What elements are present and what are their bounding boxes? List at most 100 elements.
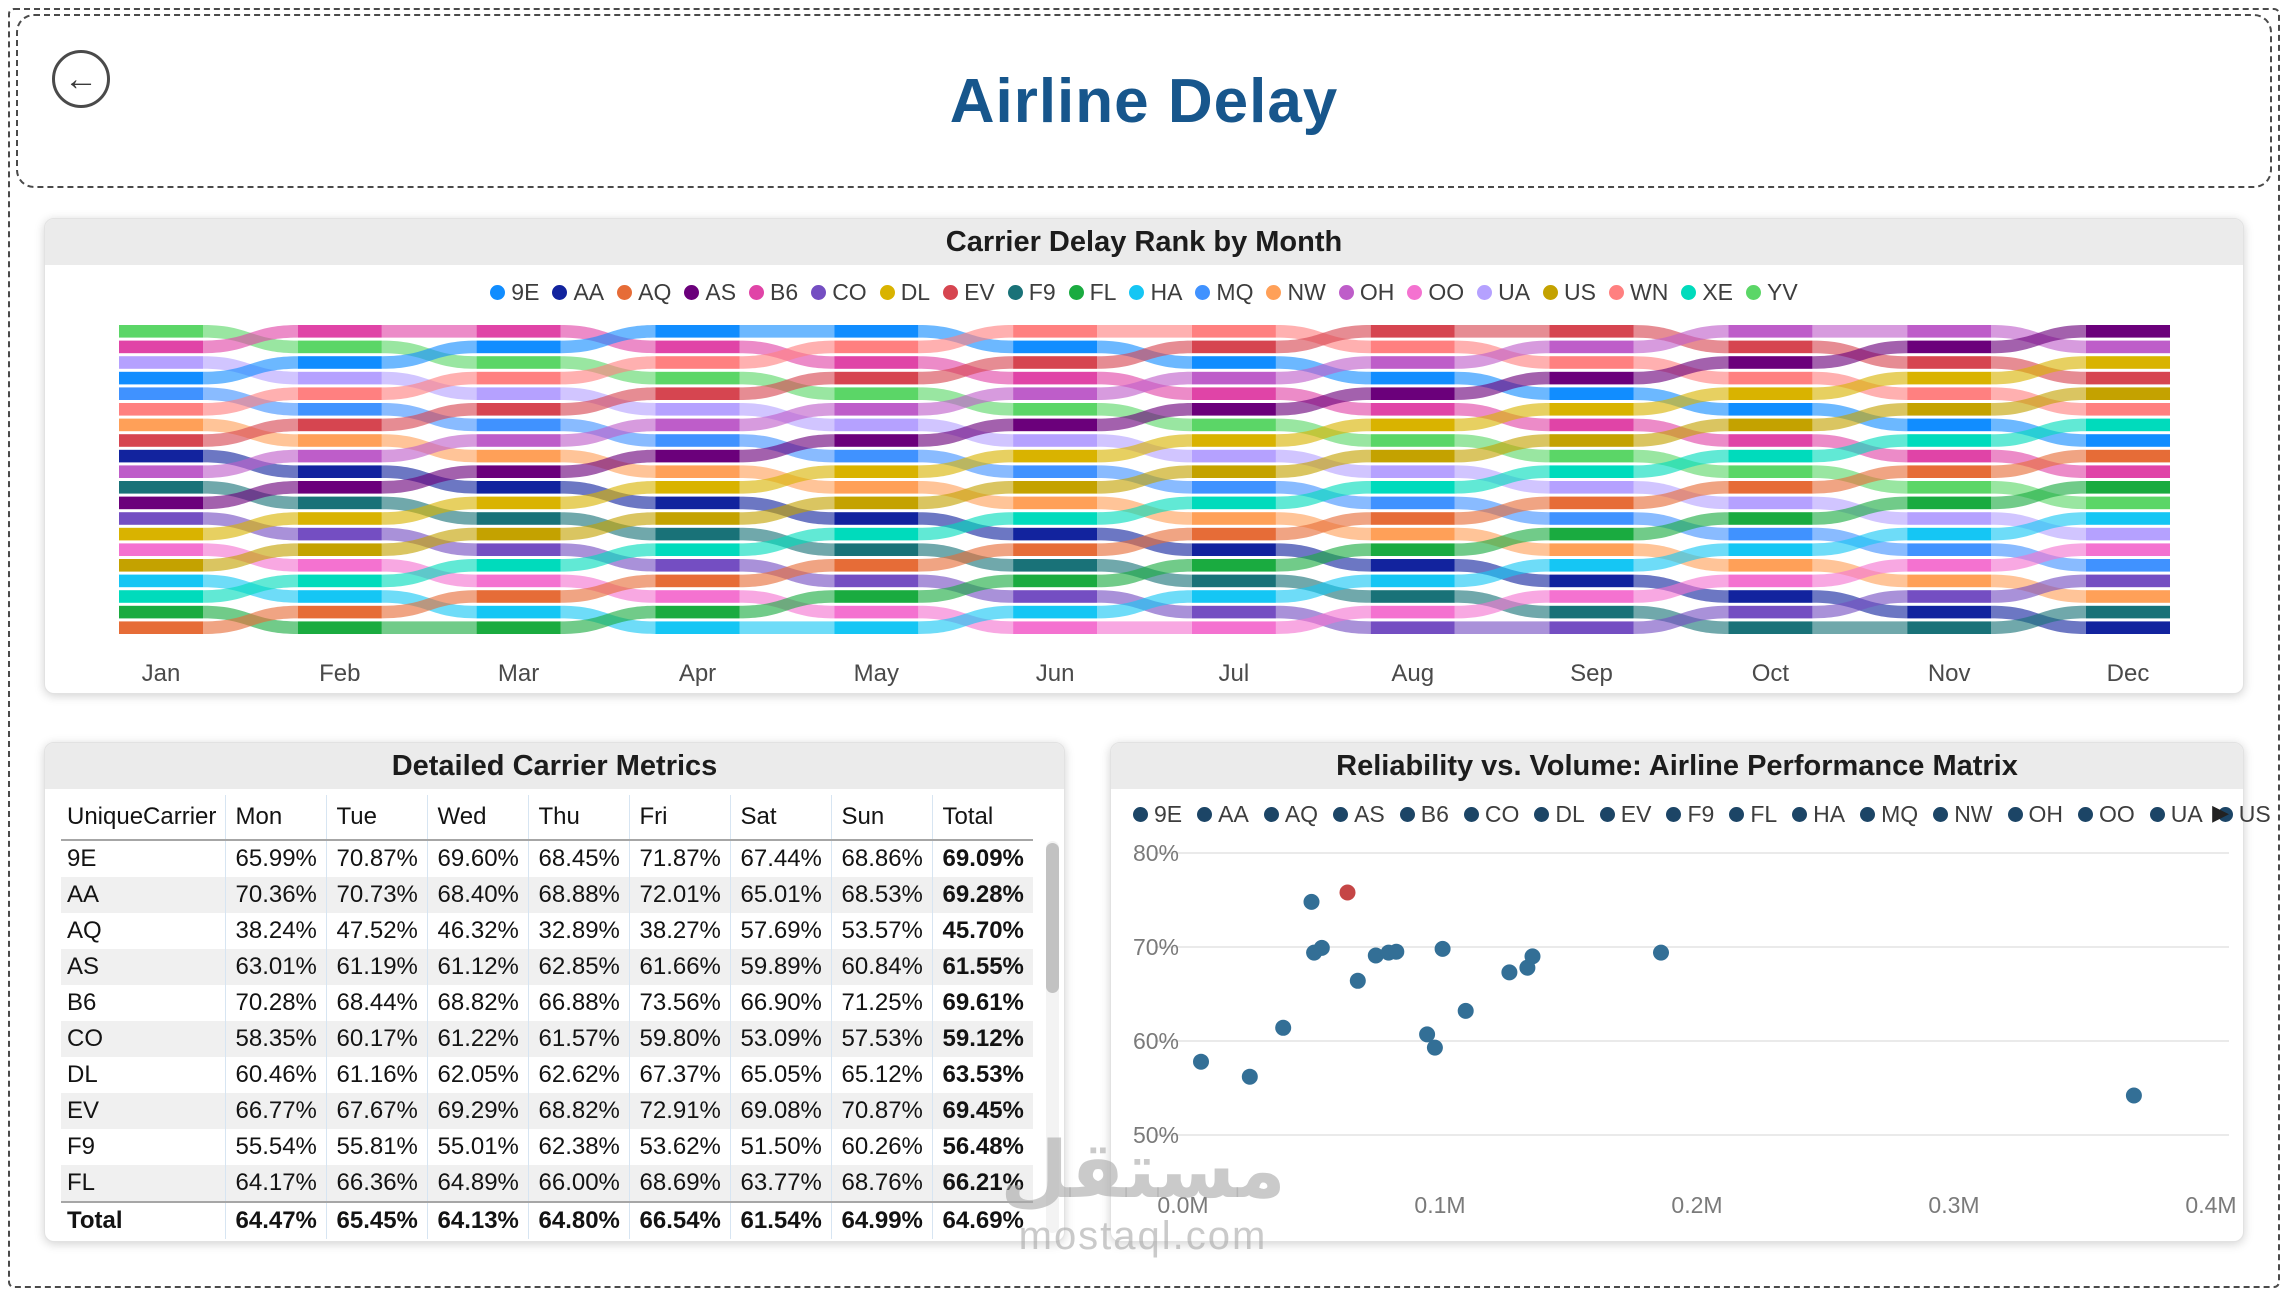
ribbon-node-OH[interactable] bbox=[655, 418, 740, 432]
ribbon-node-XE[interactable] bbox=[1728, 449, 1813, 463]
ribbon-node-XE[interactable] bbox=[119, 590, 203, 603]
ribbon-band-EV[interactable] bbox=[1275, 325, 1371, 354]
ribbon-node-EV[interactable] bbox=[119, 434, 203, 447]
ribbon-node-B6[interactable] bbox=[1728, 434, 1813, 447]
legend-item-UA[interactable]: UA bbox=[1477, 279, 1530, 306]
ribbon-node-FL[interactable] bbox=[1370, 543, 1455, 556]
ribbon-node-F9[interactable] bbox=[1549, 605, 1634, 619]
legend-item-9E[interactable]: 9E bbox=[490, 279, 539, 306]
ribbon-node-FL[interactable] bbox=[1728, 512, 1813, 525]
ribbon-band-9E[interactable] bbox=[203, 356, 298, 385]
ribbon-node-HA[interactable] bbox=[1728, 543, 1813, 556]
scatter-point[interactable] bbox=[1349, 972, 1366, 989]
ribbon-node-B6[interactable] bbox=[1013, 371, 1098, 385]
ribbon-node-CO[interactable] bbox=[2086, 574, 2170, 588]
ribbon-band-OH[interactable] bbox=[1633, 325, 1729, 354]
ribbon-node-9E[interactable] bbox=[1191, 356, 1276, 369]
table-row-AS[interactable]: AS 63.01% 61.19% 61.12% 62.85% 61.66% 59.89% 60… bbox=[61, 949, 1033, 985]
ribbon-band-DL[interactable] bbox=[918, 449, 1014, 478]
ribbon-node-EV[interactable] bbox=[1013, 356, 1098, 369]
scatter-point[interactable] bbox=[1457, 1002, 1474, 1019]
legend-item-EV[interactable]: EV bbox=[943, 279, 995, 306]
ribbon-node-DL[interactable] bbox=[119, 527, 203, 541]
ribbon-node-F9[interactable] bbox=[1728, 621, 1813, 634]
ribbon-node-YV[interactable] bbox=[2086, 496, 2170, 510]
ribbon-band-WN[interactable] bbox=[1097, 325, 1192, 338]
ribbon-node-AQ[interactable] bbox=[1370, 512, 1455, 525]
ribbon-node-AS[interactable] bbox=[1191, 403, 1276, 416]
ribbon-node-FL[interactable] bbox=[1549, 527, 1634, 541]
column-header-Sat[interactable]: Sat bbox=[729, 795, 831, 841]
ribbon-band-9E[interactable] bbox=[739, 325, 835, 338]
ribbon-node-NW[interactable] bbox=[119, 418, 203, 432]
ribbon-node-OO[interactable] bbox=[1370, 605, 1455, 619]
ribbon-band-FL[interactable] bbox=[1454, 527, 1550, 556]
ribbon-node-AA[interactable] bbox=[1013, 527, 1098, 541]
ribbon-node-YV[interactable] bbox=[1370, 434, 1455, 447]
ribbon-node-UA[interactable] bbox=[476, 387, 561, 400]
ribbon-band-XE[interactable] bbox=[1454, 465, 1550, 494]
ribbon-band-XE[interactable] bbox=[739, 527, 835, 556]
ribbon-node-F9[interactable] bbox=[119, 481, 203, 494]
ribbon-node-FL[interactable] bbox=[1907, 496, 1992, 510]
ribbon-band-EV[interactable] bbox=[918, 356, 1014, 385]
ribbon-node-UA[interactable] bbox=[1549, 481, 1634, 494]
legend-item-AA[interactable]: AA bbox=[1197, 801, 1249, 828]
table-row-AQ[interactable]: AQ 38.24% 47.52% 46.32% 32.89% 38.27% 57.69% 53… bbox=[61, 913, 1033, 949]
ribbon-node-UA[interactable] bbox=[297, 371, 382, 385]
ribbon-node-AA[interactable] bbox=[1370, 559, 1455, 572]
ribbon-node-OH[interactable] bbox=[1549, 340, 1634, 354]
ribbon-node-FL[interactable] bbox=[2086, 481, 2170, 494]
legend-item-F9[interactable]: F9 bbox=[1007, 279, 1056, 306]
ribbon-node-FL[interactable] bbox=[1191, 559, 1276, 572]
ribbon-node-B6[interactable] bbox=[1907, 449, 1992, 463]
ribbon-node-DL[interactable] bbox=[1191, 434, 1276, 447]
legend-item-EV[interactable]: EV bbox=[1599, 801, 1651, 828]
ribbon-band-DL[interactable] bbox=[739, 465, 835, 494]
ribbon-band-CO[interactable] bbox=[1991, 574, 2086, 603]
ribbon-band-OH[interactable] bbox=[203, 449, 298, 478]
scatter-point[interactable] bbox=[1653, 944, 1669, 961]
ribbon-node-WN[interactable] bbox=[1013, 325, 1098, 338]
ribbon-node-OO[interactable] bbox=[1013, 621, 1098, 634]
back-button[interactable]: ← bbox=[52, 50, 110, 108]
legend-item-AQ[interactable]: AQ bbox=[617, 279, 671, 306]
ribbon-node-AQ[interactable] bbox=[1013, 543, 1098, 556]
ribbon-band-OO[interactable] bbox=[1991, 543, 2086, 572]
ribbon-node-WN[interactable] bbox=[2086, 403, 2170, 416]
ribbon-band-FL[interactable] bbox=[1097, 559, 1192, 588]
ribbon-band-HA[interactable] bbox=[1633, 543, 1729, 572]
legend-item-OO[interactable]: OO bbox=[1407, 279, 1464, 306]
ribbon-band-AQ[interactable] bbox=[1633, 481, 1729, 510]
ribbon-node-DL[interactable] bbox=[1013, 449, 1098, 463]
ribbon-node-9E[interactable] bbox=[1549, 387, 1634, 400]
ribbon-node-AA[interactable] bbox=[834, 512, 919, 525]
ribbon-band-B6[interactable] bbox=[381, 325, 477, 338]
ribbon-node-OO[interactable] bbox=[1907, 559, 1992, 572]
ribbon-node-FL[interactable] bbox=[655, 605, 740, 619]
ribbon-node-CO[interactable] bbox=[1191, 605, 1276, 619]
ribbon-node-B6[interactable] bbox=[2086, 465, 2170, 478]
ribbon-node-F9[interactable] bbox=[1370, 590, 1455, 603]
ribbon-node-EV[interactable] bbox=[1549, 325, 1634, 338]
ribbon-band-DL[interactable] bbox=[1633, 387, 1729, 416]
ribbon-node-AS[interactable] bbox=[1728, 356, 1813, 369]
ribbon-band-OH[interactable] bbox=[1097, 371, 1192, 400]
ribbon-node-US[interactable] bbox=[1728, 418, 1813, 432]
ribbon-band-CO[interactable] bbox=[1633, 605, 1729, 634]
ribbon-node-HA[interactable] bbox=[1370, 574, 1455, 588]
column-header-Fri[interactable]: Fri bbox=[628, 795, 730, 841]
ribbon-band-B6[interactable] bbox=[203, 325, 298, 354]
ribbon-node-OO[interactable] bbox=[1728, 574, 1813, 588]
ribbon-band-WN[interactable] bbox=[560, 356, 656, 385]
ribbon-node-NW[interactable] bbox=[1370, 527, 1455, 541]
ribbon-node-HA[interactable] bbox=[655, 621, 740, 634]
ribbon-band-HA[interactable] bbox=[739, 621, 835, 634]
ribbon-node-AS[interactable] bbox=[1907, 340, 1992, 354]
ribbon-node-EV[interactable] bbox=[655, 387, 740, 400]
ribbon-node-DL[interactable] bbox=[1370, 418, 1455, 432]
scatter-point[interactable] bbox=[1275, 1019, 1292, 1036]
legend-item-F9[interactable]: F9 bbox=[1666, 801, 1714, 828]
ribbon-node-9E[interactable] bbox=[119, 371, 203, 385]
ribbon-node-F9[interactable] bbox=[1907, 621, 1992, 634]
